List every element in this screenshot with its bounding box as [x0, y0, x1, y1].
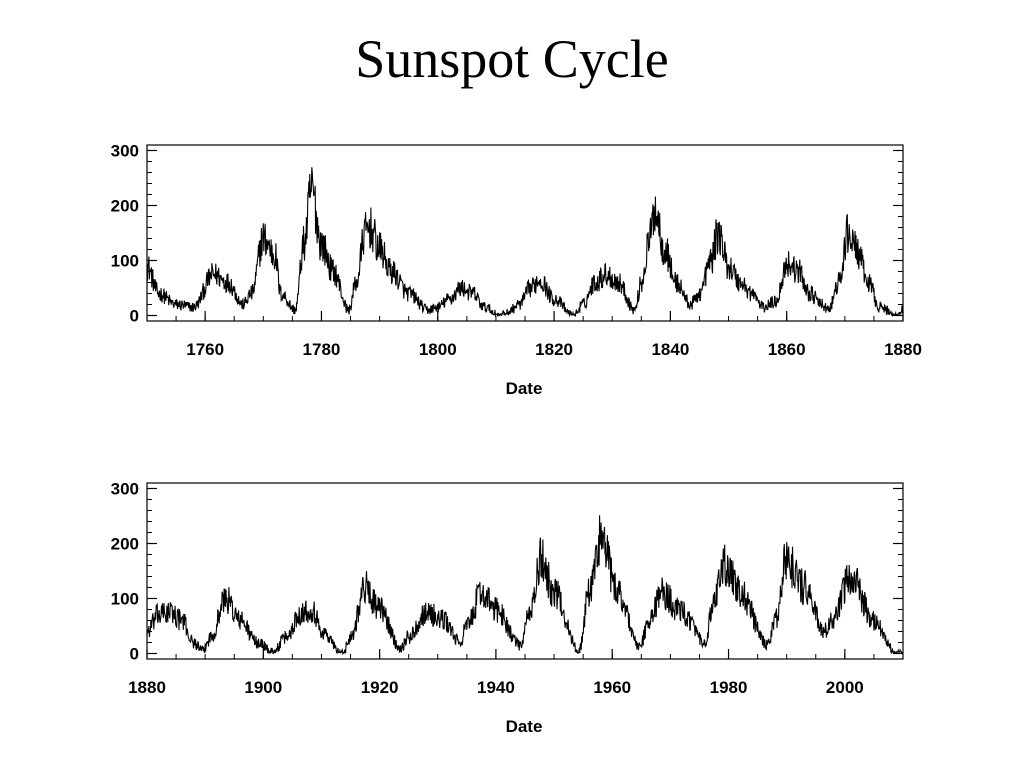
x-tick-label: 1920 [361, 678, 399, 697]
x-tick-label: 1960 [593, 678, 631, 697]
sunspot-series-line [146, 167, 904, 318]
sunspot-series-line [146, 515, 904, 656]
x-tick-label: 1840 [651, 340, 689, 359]
x-tick-label: 1980 [710, 678, 748, 697]
slide-title: Sunspot Cycle [355, 29, 669, 89]
sunspot-chart-1880-2010: 0 100 200 300 1880 1900 1920 1940 1960 1980 2000 Da… [111, 480, 904, 736]
x-tick-label: 1900 [244, 678, 282, 697]
x-tick-label: 1880 [884, 340, 922, 359]
x-tick-label: 1820 [535, 340, 573, 359]
y-tick-label: 200 [111, 535, 139, 554]
y-tick-label: 0 [130, 307, 139, 326]
y-tick-label: 0 [130, 645, 139, 664]
x-tick-label: 1880 [128, 678, 166, 697]
sunspot-chart-1750-1880: 0 100 200 300 1760 1780 1800 1820 1840 1860 1880 Da… [111, 142, 922, 399]
x-tick-label: 1800 [419, 340, 457, 359]
y-tick-label: 100 [111, 252, 139, 271]
x-tick-label: 1760 [186, 340, 224, 359]
y-tick-label: 100 [111, 590, 139, 609]
x-axis-title: Date [506, 379, 543, 398]
x-tick-label: 1780 [303, 340, 341, 359]
y-tick-label: 200 [111, 197, 139, 216]
x-tick-label: 1860 [768, 340, 806, 359]
y-tick-label: 300 [111, 480, 139, 499]
x-tick-label: 1940 [477, 678, 515, 697]
y-tick-label: 300 [111, 142, 139, 161]
x-tick-label: 2000 [826, 678, 864, 697]
x-axis-title: Date [506, 717, 543, 736]
